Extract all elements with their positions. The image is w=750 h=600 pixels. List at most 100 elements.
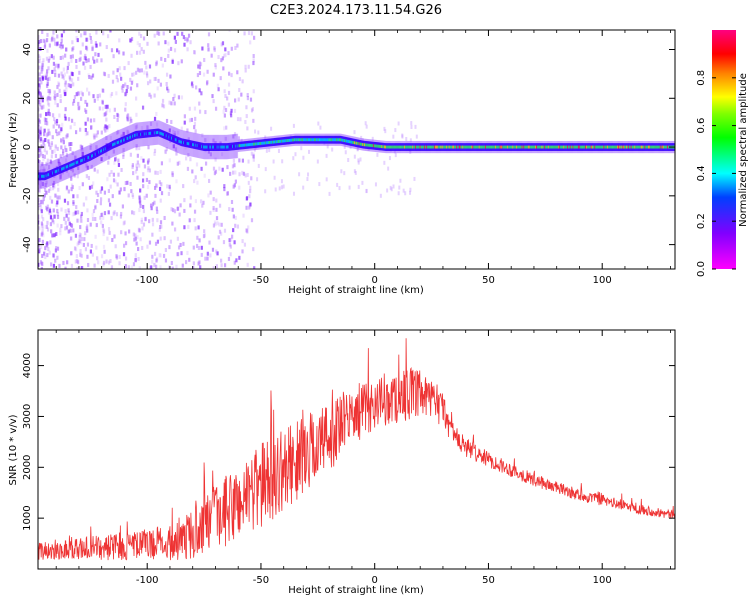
ridge-core	[68, 164, 70, 168]
spectrum-sample-point	[158, 253, 161, 258]
ridge-core	[626, 145, 628, 149]
spectrum-sample-point	[212, 99, 215, 104]
spectrum-sample-point	[71, 40, 74, 45]
spectrum-sample-point	[264, 135, 267, 140]
spectrum-sample-point	[109, 135, 112, 140]
spectrum-sample-point	[41, 162, 44, 167]
ridge-core	[219, 145, 221, 149]
spectrum-sample-point	[206, 256, 209, 261]
spectrum-sample-point	[387, 166, 390, 171]
colorbar-tick-label: 0.8	[696, 70, 707, 86]
ridge-core	[162, 133, 165, 137]
ridge-core	[130, 135, 132, 139]
spectrum-sample-point	[38, 39, 41, 44]
ridge-core	[281, 139, 283, 143]
spectrum-sample-point	[183, 225, 186, 230]
spectrum-sample-point	[46, 158, 49, 163]
ridge-core	[666, 145, 668, 149]
spectrum-sample-point	[74, 233, 78, 238]
spectrum-sample-point	[70, 83, 73, 88]
spectrum-sample-point	[270, 126, 273, 131]
ridge-core	[615, 145, 617, 149]
ridge-core	[645, 145, 647, 149]
spectrum-sample-point	[162, 253, 166, 258]
spectrum-sample-point	[153, 76, 156, 81]
spectrum-sample-point	[38, 169, 41, 174]
spectrum-sample-point	[108, 172, 111, 177]
spectrum-sample-point	[47, 139, 50, 144]
spectrum-sample-point	[126, 117, 129, 122]
spectrum-sample-point	[139, 188, 142, 193]
spectrum-sample-point	[250, 31, 253, 36]
spectrum-sample-point	[71, 151, 74, 156]
spectrum-sample-point	[164, 248, 167, 253]
spectrum-sample-point	[181, 31, 184, 36]
snr-series-line	[38, 338, 675, 561]
spectrum-sample-point	[392, 184, 395, 189]
spectrum-sample-point	[83, 65, 87, 70]
spectrum-sample-point	[90, 39, 93, 44]
spectrum-sample-point	[202, 72, 206, 77]
spectrum-sample-point	[154, 170, 157, 175]
spectrum-sample-point	[218, 203, 222, 208]
spectrum-sample-point	[238, 255, 241, 260]
spectrum-sample-point	[180, 59, 183, 64]
spectrum-sample-point	[221, 152, 224, 157]
spectrum-sample-point	[168, 158, 171, 163]
spectrum-sample-point	[217, 87, 220, 92]
spectrum-sample-point	[54, 41, 57, 46]
figure-title: C2E3.2024.173.11.54.G26	[270, 3, 442, 18]
spectrum-sample-point	[325, 177, 328, 182]
spectrum-sample-point	[401, 134, 404, 139]
spectrum-sample-point	[87, 262, 90, 267]
spectrum-sample-point	[59, 171, 62, 176]
spectrum-sample-point	[281, 159, 284, 164]
ridge-core	[274, 140, 276, 144]
spectrum-sample-point	[414, 124, 417, 129]
spectrum-sample-point	[45, 161, 48, 166]
spectrum-sample-point	[230, 237, 233, 242]
spectrum-sample-point	[41, 239, 44, 244]
ridge-core	[391, 145, 393, 149]
spectrum-sample-point	[100, 186, 104, 191]
spectrum-sample-point	[66, 260, 69, 265]
ridge-core	[646, 145, 648, 149]
spectrum-sample-point	[73, 95, 77, 100]
spectrum-sample-point	[76, 174, 79, 179]
spectrum-sample-point	[74, 247, 78, 252]
spectrum-sample-point	[76, 218, 79, 223]
ridge-core	[469, 145, 472, 149]
ridge-core	[360, 142, 362, 146]
y-tick-label: 0	[22, 144, 33, 150]
spectrum-sample-point	[112, 70, 115, 75]
ridge-core	[172, 137, 175, 141]
ridge-core	[222, 145, 224, 149]
spectrum-sample-point	[156, 239, 160, 244]
ridge-core	[209, 145, 211, 149]
ridge-core	[660, 145, 663, 149]
ridge-core	[457, 145, 460, 149]
spectrum-sample-point	[43, 117, 47, 122]
spectrum-sample-point	[167, 41, 170, 46]
ridge-core	[88, 155, 90, 159]
ridge-core	[446, 145, 449, 149]
spectrum-sample-point	[73, 121, 76, 126]
spectrum-sample-point	[79, 218, 82, 223]
spectrum-sample-point	[247, 225, 250, 230]
ridge-core	[208, 145, 210, 149]
spectrum-sample-point	[125, 90, 128, 95]
ridge-core	[99, 150, 101, 154]
spectrum-sample-point	[60, 71, 63, 76]
spectrum-sample-point	[124, 264, 127, 269]
spectrum-sample-point	[113, 114, 116, 119]
ridge-core	[117, 141, 119, 144]
ridge-core	[577, 145, 579, 149]
x-tick-label: 0	[372, 575, 378, 586]
ridge-core	[189, 142, 191, 146]
ridge-core	[38, 174, 40, 178]
spectrum-sample-point	[159, 220, 163, 225]
spectrum-sample-point	[167, 191, 171, 196]
spectrum-sample-point	[63, 92, 67, 97]
ridge-core	[563, 145, 565, 149]
